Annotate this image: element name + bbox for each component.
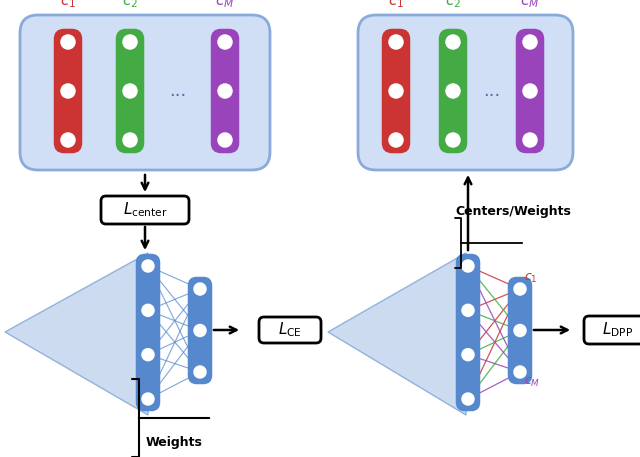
Text: $c_M$: $c_M$ bbox=[216, 0, 235, 10]
Circle shape bbox=[216, 131, 234, 149]
Circle shape bbox=[192, 281, 208, 297]
Text: Centers/Weights: Centers/Weights bbox=[455, 206, 571, 218]
FancyBboxPatch shape bbox=[509, 278, 531, 383]
Text: $L_\mathrm{center}$: $L_\mathrm{center}$ bbox=[122, 201, 168, 219]
FancyBboxPatch shape bbox=[584, 316, 640, 344]
Circle shape bbox=[460, 303, 476, 319]
Text: $c_1$: $c_1$ bbox=[388, 0, 404, 10]
Text: ...: ... bbox=[169, 82, 186, 100]
Text: $c_1$: $c_1$ bbox=[60, 0, 76, 10]
Circle shape bbox=[460, 258, 476, 274]
Circle shape bbox=[521, 131, 539, 149]
FancyBboxPatch shape bbox=[212, 30, 238, 152]
Circle shape bbox=[59, 33, 77, 51]
Text: $c_2$: $c_2$ bbox=[122, 0, 138, 10]
Circle shape bbox=[444, 82, 462, 100]
Circle shape bbox=[521, 33, 539, 51]
FancyBboxPatch shape bbox=[517, 30, 543, 152]
Text: $c_M$: $c_M$ bbox=[520, 0, 540, 10]
Circle shape bbox=[59, 131, 77, 149]
Circle shape bbox=[387, 33, 405, 51]
Circle shape bbox=[387, 131, 405, 149]
Text: ...: ... bbox=[483, 82, 500, 100]
Circle shape bbox=[192, 323, 208, 339]
FancyBboxPatch shape bbox=[440, 30, 466, 152]
Circle shape bbox=[140, 391, 156, 407]
FancyBboxPatch shape bbox=[137, 255, 159, 410]
Circle shape bbox=[140, 303, 156, 319]
Circle shape bbox=[140, 258, 156, 274]
Text: Weights: Weights bbox=[145, 436, 202, 449]
FancyBboxPatch shape bbox=[20, 15, 270, 170]
FancyBboxPatch shape bbox=[383, 30, 409, 152]
Circle shape bbox=[512, 281, 528, 297]
Circle shape bbox=[512, 323, 528, 339]
Text: $c_1$: $c_1$ bbox=[524, 272, 538, 285]
FancyBboxPatch shape bbox=[189, 278, 211, 383]
Circle shape bbox=[460, 391, 476, 407]
Circle shape bbox=[216, 33, 234, 51]
Text: $L_\mathrm{CE}$: $L_\mathrm{CE}$ bbox=[278, 321, 302, 340]
Circle shape bbox=[444, 33, 462, 51]
FancyBboxPatch shape bbox=[358, 15, 573, 170]
Circle shape bbox=[121, 33, 139, 51]
Circle shape bbox=[121, 82, 139, 100]
Polygon shape bbox=[328, 253, 466, 415]
Circle shape bbox=[59, 82, 77, 100]
Circle shape bbox=[444, 131, 462, 149]
Circle shape bbox=[512, 364, 528, 380]
Circle shape bbox=[216, 82, 234, 100]
Circle shape bbox=[521, 82, 539, 100]
Text: $L_\mathrm{DPP}$: $L_\mathrm{DPP}$ bbox=[602, 321, 634, 340]
Text: $c_2$: $c_2$ bbox=[445, 0, 461, 10]
FancyBboxPatch shape bbox=[55, 30, 81, 152]
Text: $c_M$: $c_M$ bbox=[524, 376, 540, 389]
FancyBboxPatch shape bbox=[117, 30, 143, 152]
Circle shape bbox=[460, 347, 476, 363]
Circle shape bbox=[387, 82, 405, 100]
Circle shape bbox=[121, 131, 139, 149]
FancyBboxPatch shape bbox=[457, 255, 479, 410]
Circle shape bbox=[140, 347, 156, 363]
Polygon shape bbox=[5, 253, 148, 415]
Circle shape bbox=[192, 364, 208, 380]
FancyBboxPatch shape bbox=[259, 317, 321, 343]
FancyBboxPatch shape bbox=[101, 196, 189, 224]
